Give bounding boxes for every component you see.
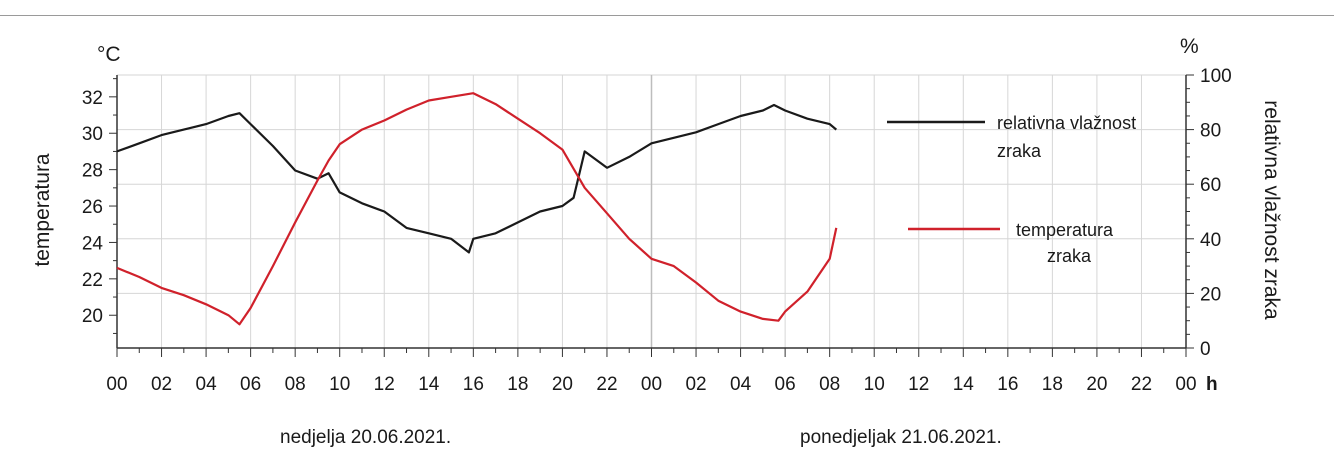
right-axis-title: relativna vlažnost zraka <box>1260 100 1283 320</box>
left-tick-label: 26 <box>82 197 103 218</box>
x-tick-label: 10 <box>329 374 350 395</box>
tick-labels: 00 02 04 06 08 10 12 14 16 18 20 22 00 02 04 06 08 10 12 14… <box>82 66 1232 395</box>
right-tick-label: 60 <box>1200 175 1221 196</box>
legend-label-humidity-line2: zraka <box>997 141 1042 161</box>
x-tick-label: 14 <box>418 374 440 395</box>
x-tick-label: 06 <box>775 374 796 395</box>
legend-label-humidity-line1: relativna vlažnost <box>997 113 1136 133</box>
legend-label-temperature-line1: temperatura <box>1016 220 1114 240</box>
left-tick-label: 20 <box>82 306 103 327</box>
right-axis-unit: % <box>1180 35 1199 58</box>
x-tick-label: 04 <box>196 374 218 395</box>
date-label-monday: ponedjeljak 21.06.2021. <box>800 427 1002 448</box>
left-tick-label: 30 <box>82 124 103 145</box>
x-tick-label: 16 <box>997 374 1018 395</box>
right-tick-label: 40 <box>1200 230 1221 251</box>
x-tick-label: 16 <box>463 374 484 395</box>
legend-label-temperature-line2: zraka <box>1047 246 1092 266</box>
left-tick-label: 28 <box>82 161 103 182</box>
x-tick-label: 12 <box>374 374 395 395</box>
left-axis-title: temperatura <box>31 153 54 267</box>
x-tick-label: 02 <box>685 374 706 395</box>
x-tick-label: 00 <box>1175 374 1196 395</box>
x-tick-label: 18 <box>507 374 528 395</box>
left-tick-label: 24 <box>82 233 104 254</box>
series-line-humidity <box>116 103 838 254</box>
x-tick-label: 02 <box>151 374 172 395</box>
left-axis-unit: °C <box>97 43 121 66</box>
series-lines <box>116 92 838 326</box>
right-tick-label: 20 <box>1200 284 1221 305</box>
x-tick-label: 00 <box>106 374 127 395</box>
x-tick-label: 18 <box>1042 374 1063 395</box>
date-label-sunday: nedjelja 20.06.2021. <box>280 427 451 448</box>
x-tick-label: 22 <box>1131 374 1152 395</box>
x-tick-label: 12 <box>908 374 929 395</box>
x-tick-label: 20 <box>1086 374 1107 395</box>
axes <box>109 74 1194 357</box>
left-tick-label: 22 <box>82 270 103 291</box>
x-tick-label: 08 <box>819 374 840 395</box>
x-tick-label: 00 <box>641 374 662 395</box>
x-tick-label: 08 <box>285 374 306 395</box>
series-line-temperature <box>116 92 838 326</box>
x-tick-label: 22 <box>596 374 617 395</box>
left-tick-label: 32 <box>82 88 103 109</box>
right-tick-label: 100 <box>1200 66 1232 87</box>
x-tick-label: 20 <box>552 374 573 395</box>
x-axis-unit: h <box>1206 374 1218 395</box>
right-tick-label: 80 <box>1200 121 1221 142</box>
right-tick-label: 0 <box>1200 339 1211 360</box>
top-divider <box>0 15 1334 16</box>
x-tick-label: 06 <box>240 374 261 395</box>
x-tick-label: 14 <box>953 374 975 395</box>
x-tick-label: 04 <box>730 374 752 395</box>
x-tick-label: 10 <box>864 374 885 395</box>
